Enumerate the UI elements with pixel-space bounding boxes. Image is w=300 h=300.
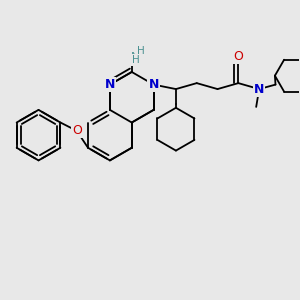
- Text: O: O: [233, 50, 243, 63]
- Text: H: H: [137, 46, 145, 56]
- Text: N: N: [254, 82, 264, 96]
- Text: N: N: [148, 78, 159, 91]
- Text: H: H: [132, 55, 140, 65]
- Text: N: N: [105, 78, 115, 91]
- Text: N: N: [130, 52, 139, 62]
- Text: O: O: [72, 124, 82, 137]
